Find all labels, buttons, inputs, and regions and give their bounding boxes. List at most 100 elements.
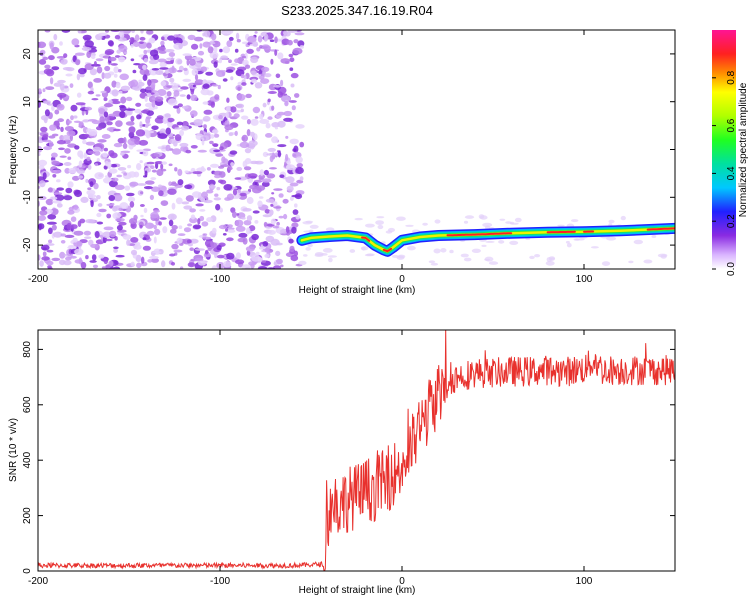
noise-speckle bbox=[283, 30, 288, 36]
noise-speckle bbox=[64, 126, 74, 132]
noise-speckle bbox=[286, 185, 294, 192]
noise-speckle bbox=[262, 241, 269, 247]
noise-speckle bbox=[224, 124, 234, 131]
noise-speckle bbox=[74, 145, 80, 150]
noise-speckle bbox=[57, 79, 66, 84]
noise-speckle bbox=[620, 215, 626, 221]
noise-speckle bbox=[434, 219, 441, 224]
noise-speckle bbox=[159, 217, 167, 220]
noise-speckle bbox=[177, 59, 183, 65]
noise-speckle bbox=[94, 163, 99, 167]
snr-ticks: -200 -100 0 100 0 200 400 600 800 bbox=[22, 330, 675, 587]
noise-speckle bbox=[173, 90, 180, 97]
noise-speckle bbox=[210, 134, 215, 139]
noise-speckle bbox=[236, 166, 243, 171]
noise-speckle bbox=[111, 80, 117, 88]
noise-speckle bbox=[128, 131, 135, 139]
noise-speckle bbox=[194, 74, 199, 81]
noise-speckle bbox=[130, 43, 134, 48]
noise-speckle bbox=[65, 67, 75, 72]
noise-speckle bbox=[246, 48, 254, 54]
noise-speckle bbox=[254, 82, 263, 89]
noise-speckle bbox=[226, 252, 235, 260]
noise-speckle bbox=[302, 221, 313, 225]
noise-speckle bbox=[145, 180, 155, 185]
noise-speckle bbox=[115, 254, 125, 258]
noise-speckle bbox=[166, 117, 175, 123]
noise-speckle bbox=[142, 74, 148, 81]
noise-speckle bbox=[180, 86, 189, 90]
noise-speckle bbox=[51, 257, 61, 262]
y-tick-label: 0 bbox=[22, 568, 33, 574]
noise-speckle bbox=[65, 73, 73, 77]
y-tick-label: 400 bbox=[22, 451, 33, 468]
noise-speckle bbox=[190, 94, 198, 102]
noise-speckle bbox=[103, 257, 109, 265]
noise-speckle bbox=[102, 236, 107, 244]
noise-speckle bbox=[173, 37, 183, 45]
noise-speckle bbox=[230, 162, 235, 167]
noise-speckle bbox=[236, 103, 245, 109]
noise-speckle bbox=[200, 197, 206, 202]
spectrogram-x-label: Height of straight line (km) bbox=[299, 285, 416, 296]
noise-speckle bbox=[277, 150, 282, 158]
snr-x-label: Height of straight line (km) bbox=[299, 585, 416, 596]
noise-speckle bbox=[62, 134, 72, 141]
noise-speckle bbox=[272, 225, 279, 229]
noise-speckle bbox=[116, 174, 123, 178]
noise-speckle bbox=[168, 219, 174, 227]
noise-speckle bbox=[82, 119, 90, 123]
noise-speckle bbox=[67, 181, 74, 188]
noise-speckle bbox=[203, 30, 211, 38]
noise-speckle bbox=[299, 176, 304, 182]
noise-speckle bbox=[59, 251, 66, 259]
x-tick-label: -100 bbox=[210, 274, 230, 285]
noise-speckle bbox=[230, 63, 238, 66]
noise-speckle bbox=[96, 126, 103, 131]
noise-speckle bbox=[101, 134, 111, 139]
noise-speckle bbox=[212, 143, 219, 147]
noise-speckle bbox=[228, 59, 232, 63]
colorbar-tick-label: 0.8 bbox=[726, 70, 737, 84]
noise-speckle bbox=[101, 266, 107, 269]
snr-y-label: SNR (10 * v/v) bbox=[8, 418, 19, 482]
noise-speckle bbox=[354, 217, 363, 221]
noise-speckle bbox=[119, 110, 126, 119]
noise-speckle bbox=[228, 36, 234, 41]
noise-speckle bbox=[60, 59, 68, 65]
noise-speckle bbox=[44, 109, 50, 117]
noise-speckle bbox=[120, 152, 125, 156]
colorbar: 0.0 0.2 0.4 0.6 0.8 Normalized spectral ampl… bbox=[712, 30, 749, 276]
noise-speckle bbox=[195, 133, 204, 141]
noise-speckle bbox=[42, 172, 47, 180]
noise-speckle bbox=[113, 66, 119, 74]
noise-speckle bbox=[96, 195, 101, 200]
colorbar-tick-label: 0.2 bbox=[726, 214, 737, 228]
noise-speckle bbox=[265, 198, 275, 203]
noise-speckle bbox=[69, 83, 74, 88]
noise-speckle bbox=[289, 57, 295, 63]
noise-speckle bbox=[120, 85, 131, 92]
noise-speckle bbox=[293, 39, 299, 44]
noise-speckle bbox=[90, 243, 99, 249]
noise-speckle bbox=[153, 209, 160, 213]
noise-speckle bbox=[49, 141, 54, 148]
noise-speckle bbox=[550, 257, 555, 260]
noise-speckle bbox=[101, 72, 105, 80]
noise-speckle bbox=[54, 109, 60, 115]
noise-speckle bbox=[267, 229, 276, 235]
noise-speckle bbox=[97, 139, 107, 143]
noise-speckle bbox=[270, 58, 274, 65]
noise-speckle bbox=[643, 259, 653, 264]
noise-speckle bbox=[218, 58, 223, 64]
noise-speckle bbox=[165, 127, 171, 135]
noise-speckle bbox=[84, 106, 93, 111]
noise-speckle bbox=[159, 61, 167, 68]
noise-speckle bbox=[140, 191, 144, 195]
noise-speckle bbox=[96, 212, 102, 218]
noise-speckle bbox=[565, 240, 570, 244]
noise-speckle bbox=[151, 169, 157, 173]
noise-speckle bbox=[201, 236, 212, 240]
noise-speckle bbox=[90, 200, 94, 208]
colorbar-label: Normalized spectral amplitude bbox=[738, 82, 749, 217]
